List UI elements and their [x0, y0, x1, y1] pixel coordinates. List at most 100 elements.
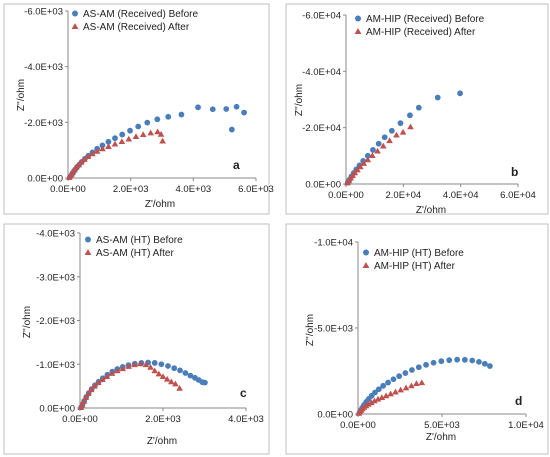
data-point: [457, 90, 463, 97]
data-point: [99, 142, 106, 149]
data-point: [159, 137, 166, 144]
legend-label: AM-HIP (HT) After: [374, 261, 456, 272]
x-axis-title: Z'/ohm: [147, 436, 177, 447]
data-point: [171, 365, 178, 372]
y-tick-label: -2.0E+03: [24, 118, 63, 129]
x-tick-label: 0.0E+00: [328, 190, 364, 201]
data-point: [93, 147, 101, 154]
series-after: [344, 123, 414, 186]
data-point: [408, 382, 415, 389]
legend-label: AS-AM (HT) After: [96, 248, 174, 259]
legend-marker: [354, 28, 362, 35]
data-point: [461, 356, 468, 363]
x-tick-label: 0.0E+00: [340, 420, 376, 431]
y-tick-label: -3.0E+03: [36, 272, 75, 283]
data-point: [136, 360, 144, 367]
legend-label: AS-AM (Received) Before: [83, 9, 198, 20]
data-point: [176, 385, 183, 391]
data-point: [486, 363, 493, 369]
chart-panel-d: 0.0E+00 5.0E+03 1.0E+04 0.0E+00 -5.0E+03 -1.0…: [285, 223, 549, 455]
chart-frame: [3, 223, 270, 455]
y-tick-label: -6.0E+03: [24, 7, 63, 18]
data-point: [158, 361, 165, 368]
data-point: [154, 116, 161, 123]
data-point: [379, 142, 387, 149]
data-point: [392, 388, 399, 395]
x-axis-title: Z'/ohm: [416, 205, 446, 216]
y-axis-title: Z''/ohm: [16, 79, 27, 111]
data-point: [119, 365, 127, 372]
legend-label: AS-AM (HT) Before: [96, 235, 183, 246]
data-point: [430, 359, 437, 366]
data-point: [228, 126, 235, 133]
legend-marker: [362, 262, 370, 269]
data-point: [209, 106, 216, 113]
data-point: [127, 127, 133, 134]
data-point: [105, 143, 112, 150]
y-tick-label: -4.0E+03: [36, 229, 75, 240]
x-tick-label: 2.0E+04: [385, 190, 421, 201]
data-point: [415, 364, 422, 371]
data-point: [385, 379, 391, 386]
data-point: [393, 131, 400, 138]
data-point: [413, 380, 420, 387]
data-point: [374, 395, 382, 402]
y-tick-label: 0.0E+00: [317, 410, 353, 421]
data-point: [154, 128, 161, 135]
data-point: [481, 360, 488, 367]
data-point: [108, 370, 116, 376]
legend-marker: [72, 10, 78, 17]
data-point: [202, 379, 208, 386]
data-point: [387, 390, 394, 397]
data-point: [397, 386, 404, 393]
legend-marker: [84, 249, 92, 256]
y-axis-title: Z''/ohm: [305, 314, 316, 346]
x-tick-label: 5.0E+03: [424, 420, 460, 431]
data-point: [125, 135, 133, 142]
legend-marker: [71, 23, 79, 30]
data-point: [111, 140, 119, 147]
chart-panel-b: 0.0E+00 2.0E+04 4.0E+04 6.0E+04 0.0E+00 -2.0E…: [285, 3, 549, 216]
data-point: [172, 380, 179, 387]
x-tick-label: 2.0E+03: [145, 414, 181, 425]
y-tick-label: -1.0E+03: [36, 360, 75, 371]
x-tick-label: 4.0E+03: [175, 184, 211, 195]
data-point: [357, 163, 364, 170]
data-point: [446, 357, 453, 364]
data-point: [187, 372, 194, 379]
data-point: [418, 379, 426, 386]
data-point: [399, 128, 407, 135]
panel-letter: b: [511, 165, 518, 179]
data-point: [469, 357, 476, 364]
panel-letter: d: [515, 394, 522, 408]
data-point: [151, 360, 158, 366]
x-tick-label: 6.0E+04: [500, 190, 536, 201]
panel-letter: a: [233, 158, 240, 172]
data-point: [434, 94, 441, 101]
y-tick-label: 0.0E+00: [305, 180, 341, 191]
data-point: [94, 379, 102, 386]
data-point: [87, 386, 95, 393]
data-point: [360, 160, 368, 166]
data-point: [78, 401, 86, 408]
data-point: [370, 147, 376, 153]
y-tick-label: 0.0E+00: [27, 174, 63, 185]
data-point: [147, 129, 155, 136]
chart-frame: [285, 223, 549, 455]
data-point: [454, 356, 461, 363]
data-point: [241, 109, 247, 116]
data-point: [165, 363, 171, 369]
y-axis-title: Z''/ohm: [22, 306, 33, 338]
panel-letter: c: [240, 386, 247, 400]
data-point: [151, 367, 158, 374]
chart-panel-a: 0.0E+00 2.0E+03 4.0E+03 6.0E+03 0.0E+00 -2.0E…: [3, 3, 274, 215]
data-point: [195, 104, 201, 111]
y-tick-label: -4.0E+04: [302, 67, 341, 78]
data-point: [132, 133, 140, 140]
data-point: [139, 131, 147, 138]
y-tick-label: -4.0E+03: [24, 62, 63, 73]
data-point: [371, 397, 378, 404]
data-point: [142, 361, 150, 368]
data-point: [354, 166, 361, 173]
data-point: [382, 392, 390, 399]
